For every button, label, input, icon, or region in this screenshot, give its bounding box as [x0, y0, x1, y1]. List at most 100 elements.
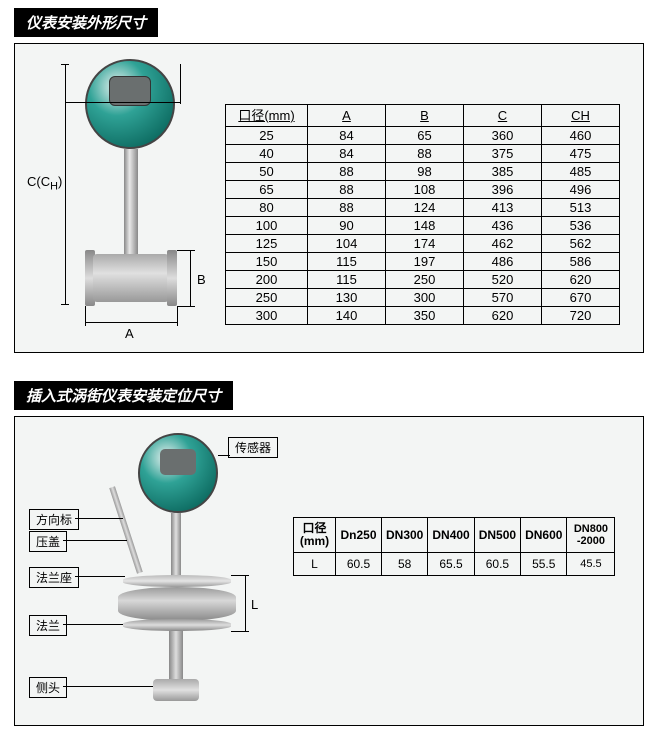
table-cell: 197 — [386, 253, 464, 271]
section2-panel: 传感器 方向标 压盖 法兰座 法兰 侧头 L 口径(mm) Dn250 DN30… — [14, 416, 644, 726]
callout-direction: 方向标 — [29, 509, 79, 530]
table-cell: 84 — [308, 127, 386, 145]
table-cell: 104 — [308, 235, 386, 253]
table-cell: 88 — [386, 145, 464, 163]
t2-h3: DN400 — [428, 518, 474, 553]
t2-v5: 45.5 — [567, 553, 615, 576]
t2-header-row: 口径(mm) Dn250 DN300 DN400 DN500 DN600 DN8… — [294, 518, 615, 553]
table-cell: 84 — [308, 145, 386, 163]
callout-cover-line — [63, 540, 127, 541]
table-cell: 88 — [308, 181, 386, 199]
table-cell: 570 — [464, 289, 542, 307]
table-cell: 300 — [226, 307, 308, 325]
t2-h1: Dn250 — [336, 518, 382, 553]
table1-header-row: 口径(mm) A B C CH — [226, 105, 620, 127]
table-cell: 385 — [464, 163, 542, 181]
section1-panel: C(CH) B A 口径(mm) A B C CH 25846536046040… — [14, 43, 644, 353]
t2-v1: 58 — [382, 553, 428, 576]
table-row: 258465360460 — [226, 127, 620, 145]
table-cell: 250 — [386, 271, 464, 289]
t2-v4: 55.5 — [521, 553, 567, 576]
insertion-table: 口径(mm) Dn250 DN300 DN400 DN500 DN600 DN8… — [293, 517, 615, 576]
table-cell: 25 — [226, 127, 308, 145]
table-cell: 40 — [226, 145, 308, 163]
callout-flange-seat: 法兰座 — [29, 567, 79, 588]
dim-b-t2 — [177, 306, 195, 307]
table-row: 125104174462562 — [226, 235, 620, 253]
table-row: 150115197486586 — [226, 253, 620, 271]
stem-vert — [171, 513, 181, 578]
table-cell: 620 — [542, 271, 620, 289]
table-cell: 125 — [226, 235, 308, 253]
dim-l-label: L — [251, 597, 258, 612]
table-cell: 436 — [464, 217, 542, 235]
t1-h2: B — [386, 105, 464, 127]
table-cell: 562 — [542, 235, 620, 253]
gauge-display-2 — [160, 449, 196, 475]
gauge-body — [93, 254, 169, 302]
table-cell: 90 — [308, 217, 386, 235]
table-cell: 80 — [226, 199, 308, 217]
dim-l-line — [245, 575, 246, 631]
dim-a-l — [85, 306, 86, 326]
table-cell: 620 — [464, 307, 542, 325]
t2-v0: 60.5 — [336, 553, 382, 576]
dim-b-label: B — [197, 272, 206, 287]
table-cell: 98 — [386, 163, 464, 181]
table-cell: 88 — [308, 163, 386, 181]
callout-probe-line — [63, 686, 153, 687]
t2-h5: DN600 — [521, 518, 567, 553]
dim-c-label: C(CH) — [27, 174, 62, 193]
callout-sensor: 传感器 — [228, 437, 278, 458]
dimensions-table: 口径(mm) A B C CH 258465360460408488375475… — [225, 104, 620, 325]
table-cell: 174 — [386, 235, 464, 253]
table-cell: 108 — [386, 181, 464, 199]
table-cell: 300 — [386, 289, 464, 307]
dim-c-line — [65, 64, 66, 304]
dim-top-line — [65, 102, 180, 103]
table-cell: 140 — [308, 307, 386, 325]
table-cell: 520 — [464, 271, 542, 289]
table-row: 408488375475 — [226, 145, 620, 163]
t1-h3: C — [464, 105, 542, 127]
base — [153, 679, 199, 701]
t1-h0: 口径(mm) — [226, 105, 308, 127]
t2-data-row: L 60.5 58 65.5 60.5 55.5 45.5 — [294, 553, 615, 576]
callout-sensor-line — [218, 455, 230, 456]
table-cell: 485 — [542, 163, 620, 181]
table-cell: 396 — [464, 181, 542, 199]
flange-top — [123, 575, 231, 587]
t1-h4: CH — [542, 105, 620, 127]
t2-h4: DN500 — [474, 518, 520, 553]
table-cell: 670 — [542, 289, 620, 307]
table-row: 508898385485 — [226, 163, 620, 181]
callout-flange: 法兰 — [29, 615, 67, 636]
stem-diag — [109, 486, 143, 573]
dim-l-t1 — [231, 575, 249, 576]
table-cell: 536 — [542, 217, 620, 235]
diagram2: 传感器 方向标 压盖 法兰座 法兰 侧头 L — [23, 425, 283, 715]
table-cell: 250 — [226, 289, 308, 307]
table-row: 6588108396496 — [226, 181, 620, 199]
table-cell: 88 — [308, 199, 386, 217]
t1-h1: A — [308, 105, 386, 127]
dim-a-label: A — [125, 326, 134, 341]
table-cell: 360 — [464, 127, 542, 145]
dim-top-r — [180, 64, 181, 104]
t2-h0: 口径(mm) — [294, 518, 336, 553]
gauge-head — [85, 59, 175, 149]
dim-a-line — [85, 322, 177, 323]
table-cell: 460 — [542, 127, 620, 145]
table-cell: 130 — [308, 289, 386, 307]
dim-b-line — [190, 250, 191, 306]
table-cell: 148 — [386, 217, 464, 235]
table-row: 250130300570670 — [226, 289, 620, 307]
section1-header: 仪表安装外形尺寸 — [14, 8, 158, 37]
callout-flange-line — [63, 624, 123, 625]
table-cell: 720 — [542, 307, 620, 325]
dim-a-r — [177, 306, 178, 326]
dim-b-t1 — [177, 250, 195, 251]
table-cell: 200 — [226, 271, 308, 289]
gauge-neck — [124, 149, 138, 259]
callout-probe: 侧头 — [29, 677, 67, 698]
